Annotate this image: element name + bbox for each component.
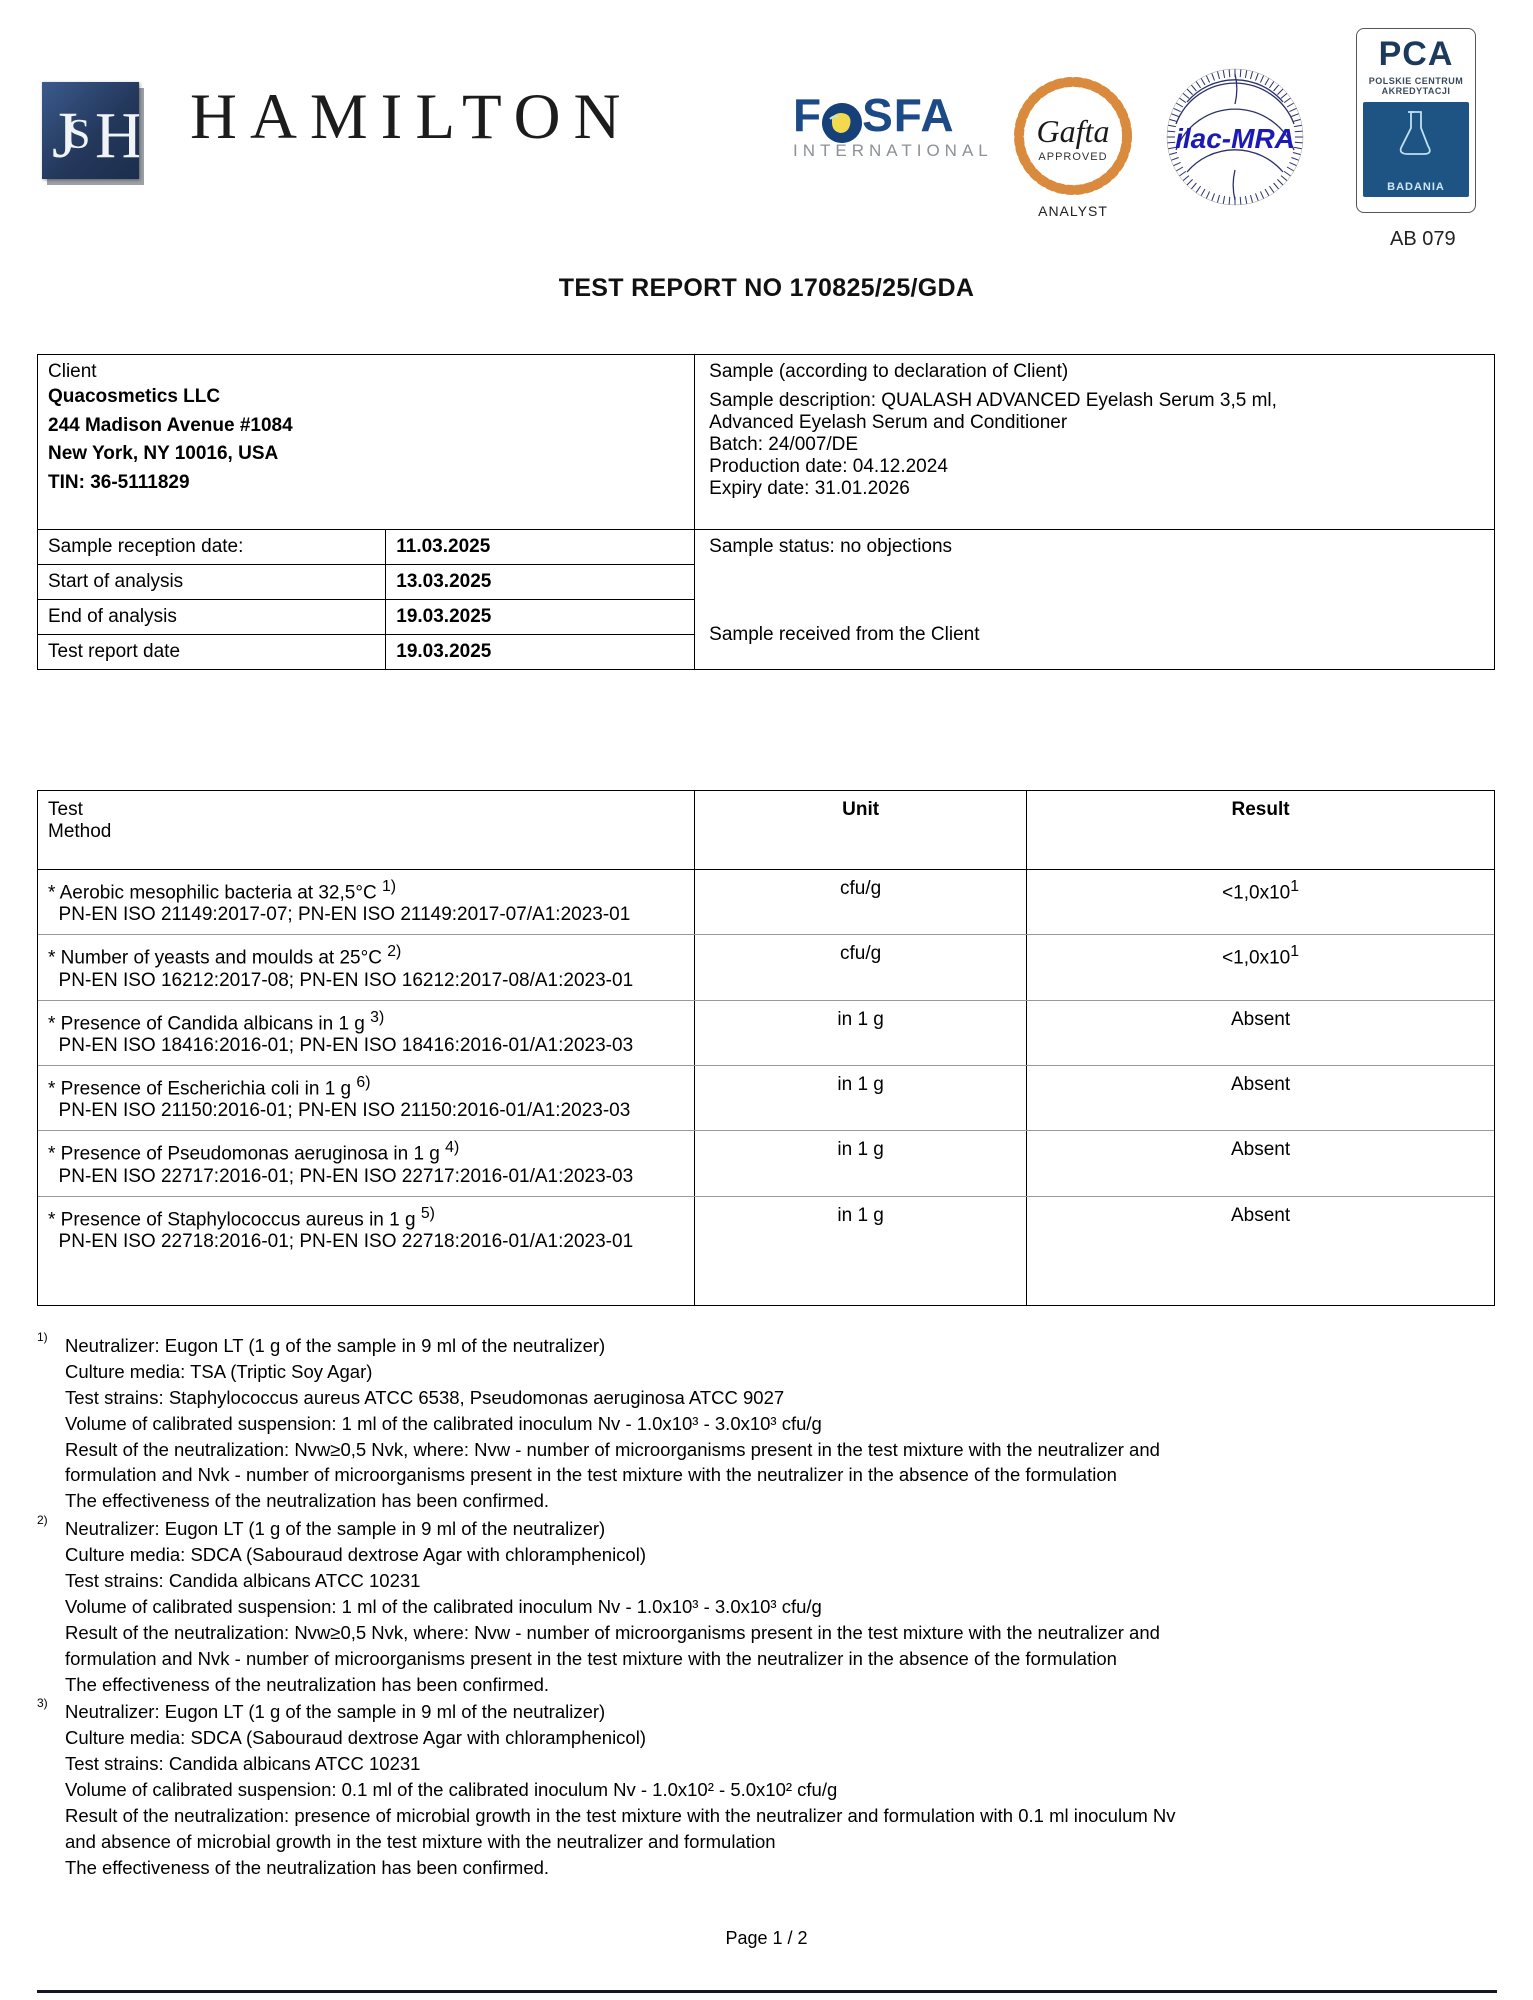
svg-text:APPROVED: APPROVED	[1038, 151, 1107, 163]
svg-text:ANALYST: ANALYST	[1038, 203, 1108, 219]
svg-text:H: H	[95, 99, 139, 172]
svg-text:Gafta: Gafta	[1037, 113, 1110, 149]
svg-text:S: S	[67, 112, 90, 158]
svg-text:ilac-MRA: ilac-MRA	[1175, 123, 1295, 154]
